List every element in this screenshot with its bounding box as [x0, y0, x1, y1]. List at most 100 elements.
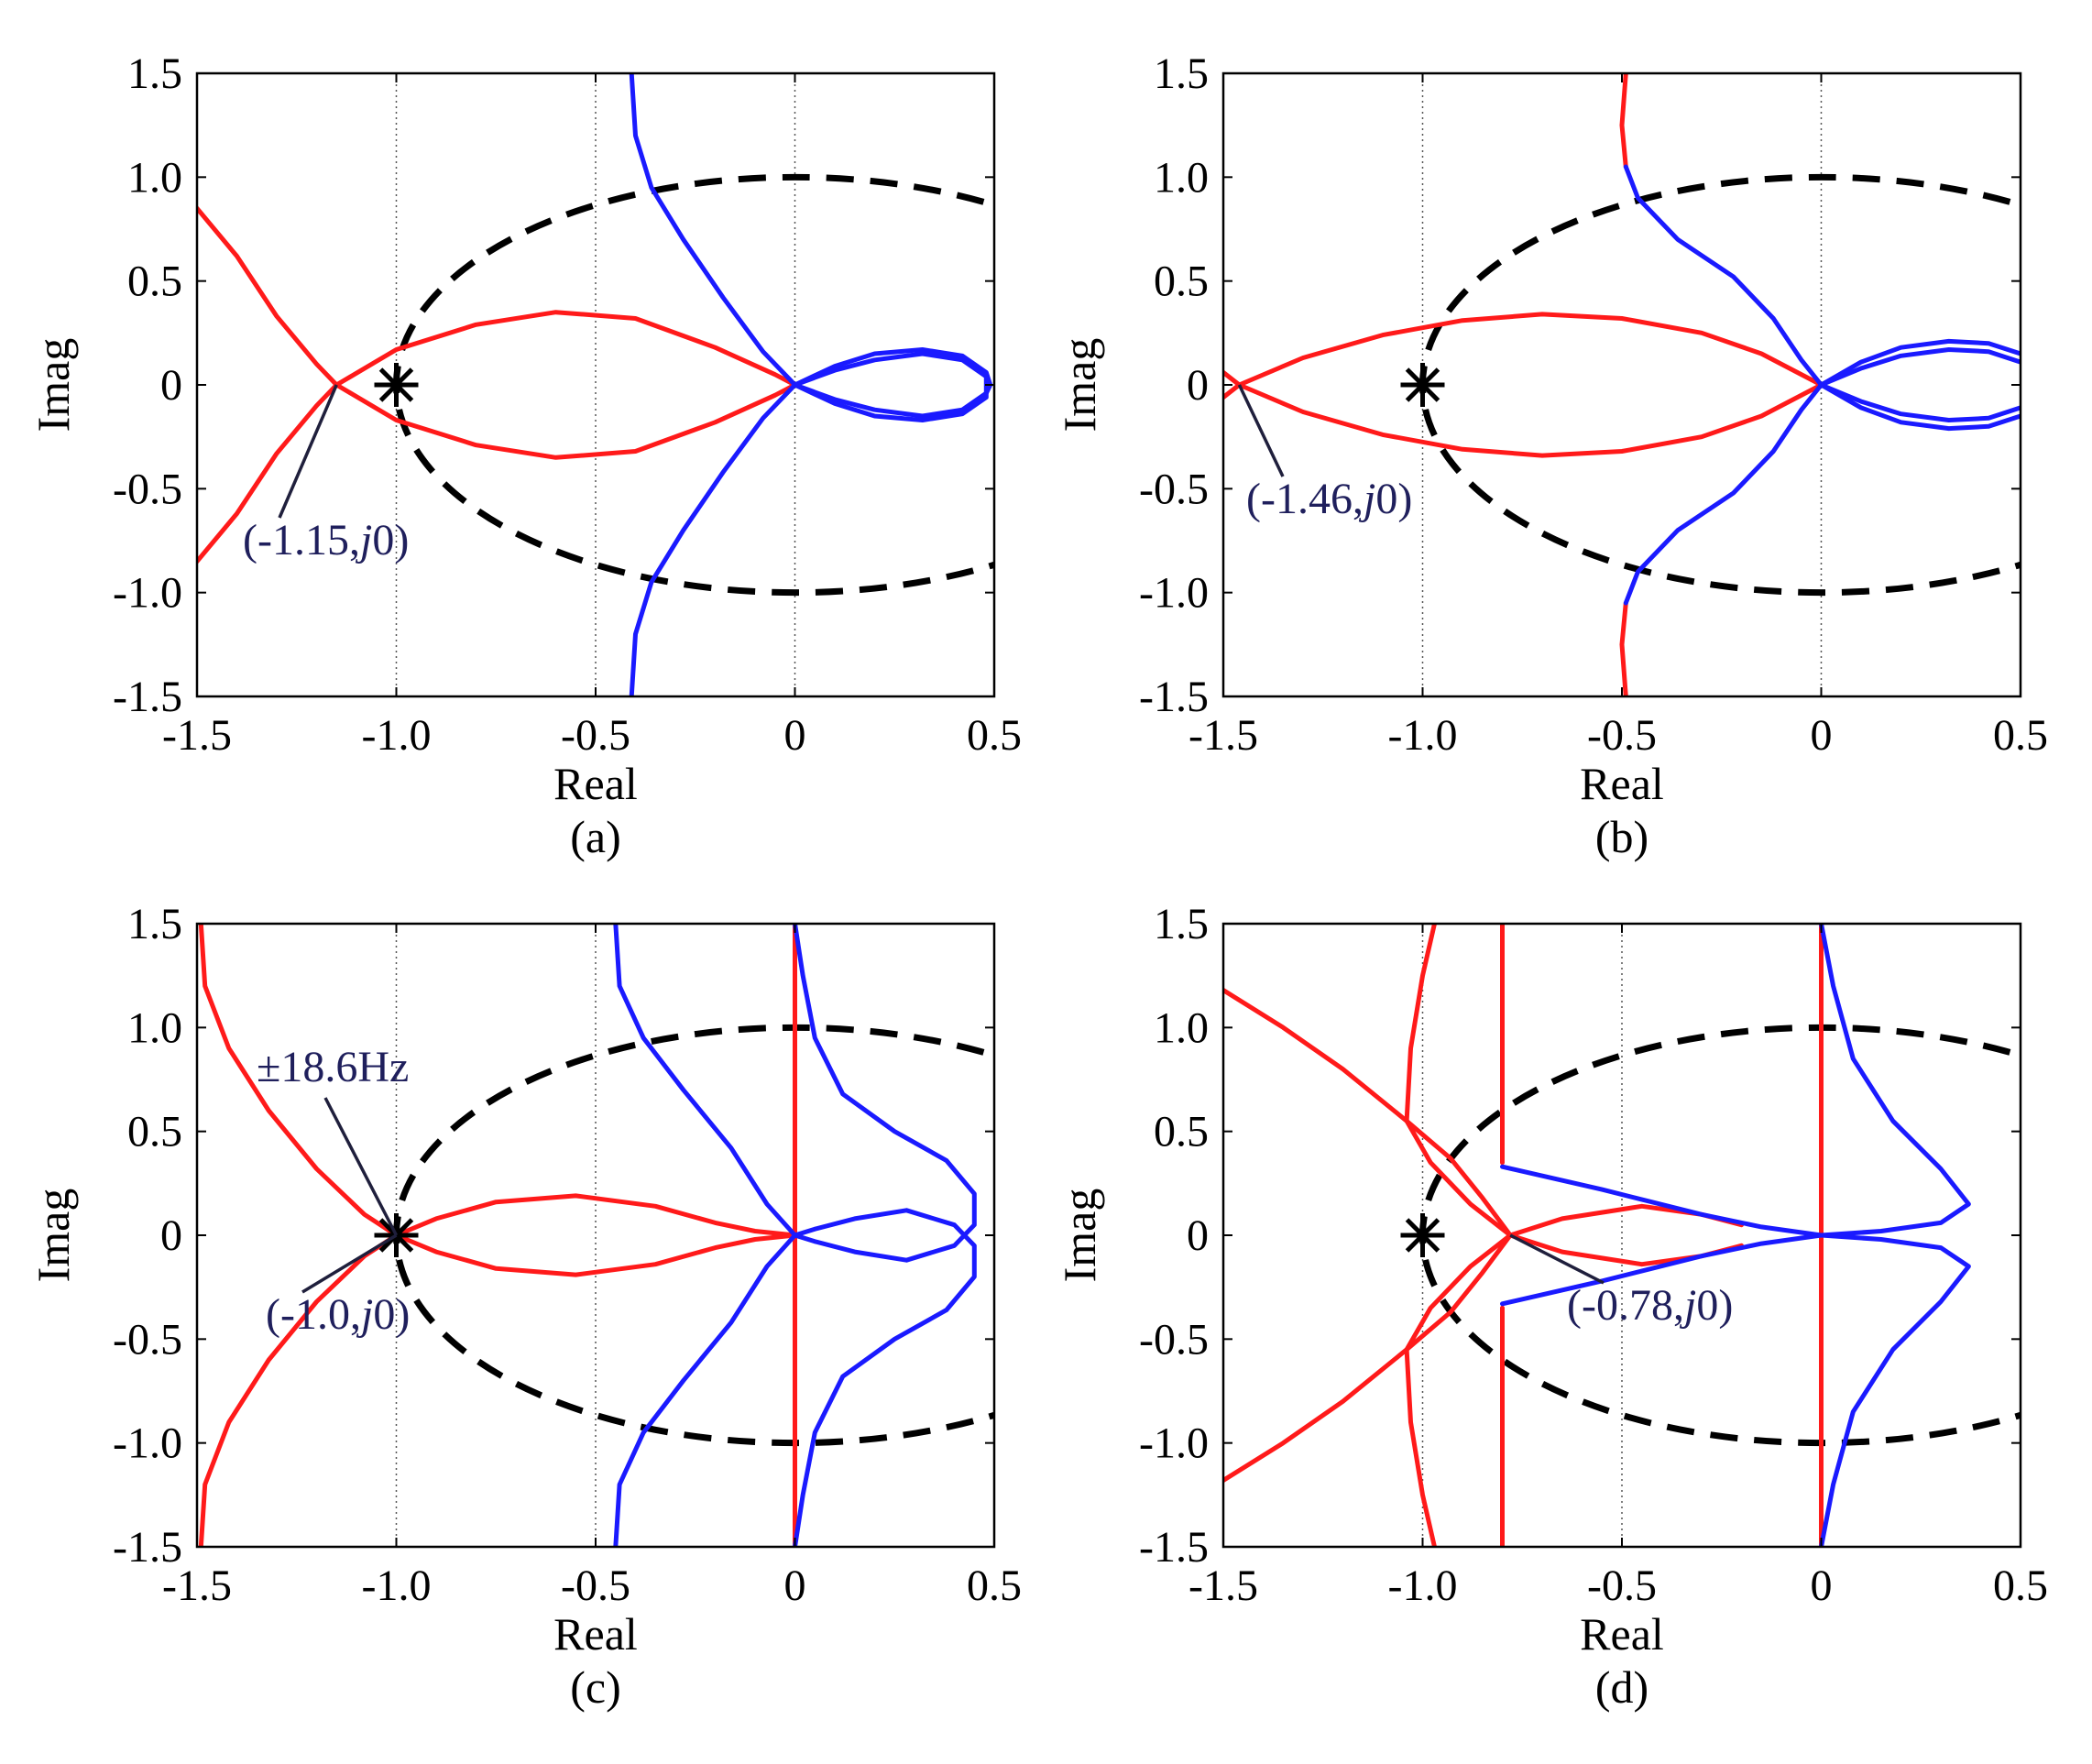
chart-panel-2: -1.5 -1.0 -0.5 0 0.5 1.5 1.0 0.5 0 -0.5 -1.0 -1.5 Re… [1054, 49, 2048, 862]
series-curve-8 [793, 924, 977, 1263]
x-axis-title: Real [1580, 758, 1664, 809]
x-tick-label: -1.5 [1188, 1561, 1258, 1610]
y-tick-label: 0 [1187, 1211, 1209, 1260]
series-curve-10 [1819, 924, 1971, 1238]
x-axis-title: Real [553, 1608, 638, 1660]
x-tick-label: 0 [1811, 1561, 1833, 1610]
marker-stroke [378, 367, 414, 402]
series-curve-6 [1623, 382, 1824, 606]
y-tick-label: -0.5 [113, 465, 182, 513]
y-tick-label: -1.5 [113, 1523, 182, 1572]
y-tick-label: 1.0 [127, 153, 182, 202]
y-axis-title: Imag [27, 338, 79, 433]
y-tick-label: -0.5 [1139, 465, 1209, 513]
annotation-label: (-0.78,j0) [1567, 1281, 1733, 1330]
annotation: (-1.0,j0) [266, 1233, 410, 1339]
y-tick-label: 0 [160, 361, 182, 410]
annotation-label: (-1.0,j0) [266, 1290, 410, 1339]
annotation-leader-line [1237, 384, 1285, 477]
x-axis-title: Real [553, 758, 638, 809]
annotation-leader-line [1509, 1233, 1605, 1285]
series-curve-1 [198, 924, 399, 1238]
y-tick-label: 0 [160, 1211, 182, 1260]
annotation-leader-line [301, 1233, 398, 1294]
series-curve-1 [1223, 312, 1824, 388]
y-tick-label: -1.5 [1139, 673, 1209, 721]
series-curve-7 [1819, 338, 2021, 388]
y-tick-label: 1.0 [1154, 1003, 1209, 1052]
series-curve-3 [394, 1193, 797, 1238]
y-tick-label: 0 [1187, 361, 1209, 410]
y-axis-title: Imag [1054, 1189, 1105, 1283]
series-curve-6 [793, 351, 989, 422]
series-curve-10 [1819, 382, 2021, 432]
series-curve-6 [613, 924, 797, 1238]
series-curve-7 [613, 1233, 797, 1547]
series-curve-8 [1819, 347, 2021, 388]
y-tick-label: -0.5 [1139, 1315, 1209, 1364]
series-curve-9 [1500, 1233, 1824, 1307]
series-curve-4 [629, 382, 797, 696]
panel-label: (b) [1595, 811, 1648, 862]
series-curve-4 [1404, 1233, 1744, 1547]
chart-panel-4: -1.5 -1.0 -0.5 0 0.5 1.5 1.0 0.5 0 -0.5 -1.0 -1.5 Re… [1054, 900, 2048, 1713]
series-curve-9 [1819, 382, 2021, 422]
x-tick-label: 0.5 [967, 711, 1022, 760]
critical-point-marker [1400, 1213, 1445, 1257]
x-tick-label: -1.5 [162, 1561, 232, 1610]
x-tick-label: 0 [784, 1561, 806, 1610]
x-tick-label: -1.0 [362, 711, 432, 760]
y-tick-label: 0.5 [1154, 257, 1209, 306]
critical-point-marker [1400, 363, 1445, 407]
plot-area [1223, 73, 2021, 696]
series-curve-3 [1404, 924, 1744, 1238]
x-tick-label: -0.5 [1587, 711, 1657, 760]
y-tick-label: -1.0 [1139, 1419, 1209, 1468]
series-curve-2 [1223, 382, 1824, 458]
chart-panel-1: -1.5 -1.0 -0.5 0 0.5 1.5 1.0 0.5 0 -0.5 -1.0 -1.5 Re… [27, 49, 1022, 862]
plot-content [1223, 924, 2021, 1547]
series-curve-11 [1819, 1233, 1971, 1547]
x-tick-label: -0.5 [561, 1561, 630, 1610]
annotation: ±18.6Hz [257, 1043, 409, 1236]
y-tick-label: -1.0 [1139, 569, 1209, 618]
x-tick-label: -1.5 [162, 711, 232, 760]
x-tick-label: -1.0 [1388, 711, 1458, 760]
panel-label: (d) [1595, 1661, 1648, 1713]
annotation-label: (-1.15,j0) [243, 516, 409, 564]
x-tick-label: -1.0 [362, 1561, 432, 1610]
series-curve-5 [1623, 164, 1824, 388]
series-curve-3 [1619, 73, 1628, 170]
chart-panel-3: -1.5 -1.0 -0.5 0 0.5 1.5 1.0 0.5 0 -0.5 -1.0 -1.5 Re… [27, 900, 1022, 1713]
y-tick-label: 0.5 [127, 257, 182, 306]
annotation: (-1.46,j0) [1237, 384, 1412, 523]
y-tick-label: 1.0 [127, 1003, 182, 1052]
x-tick-label: -1.5 [1188, 711, 1258, 760]
y-tick-label: -0.5 [113, 1315, 182, 1364]
y-tick-label: -1.5 [1139, 1523, 1209, 1572]
x-tick-label: -0.5 [561, 711, 630, 760]
series-curve-8 [1500, 1164, 1824, 1238]
y-tick-label: 0.5 [1154, 1108, 1209, 1156]
series-curve-9 [793, 1208, 977, 1547]
x-tick-label: 0.5 [967, 1561, 1022, 1610]
y-tick-label: -1.0 [113, 1419, 182, 1468]
annotation: (-1.15,j0) [243, 384, 409, 564]
series-curve-4 [1619, 600, 1628, 696]
series-curve-4 [394, 1233, 797, 1277]
annotation-label: ±18.6Hz [257, 1043, 409, 1091]
annotation-label: (-1.46,j0) [1246, 475, 1412, 523]
y-axis-title: Imag [27, 1189, 79, 1283]
y-tick-label: -1.5 [113, 673, 182, 721]
y-tick-label: -1.0 [113, 569, 182, 618]
panel-label: (a) [570, 811, 621, 862]
y-tick-label: 1.0 [1154, 153, 1209, 202]
panel-label: (c) [570, 1661, 621, 1713]
y-tick-label: 1.5 [127, 900, 182, 948]
x-tick-label: 0 [784, 711, 806, 760]
y-tick-label: 1.5 [1154, 49, 1209, 98]
marker-stroke [1405, 1218, 1440, 1253]
x-tick-label: -1.0 [1388, 1561, 1458, 1610]
x-tick-label: -0.5 [1587, 1561, 1657, 1610]
